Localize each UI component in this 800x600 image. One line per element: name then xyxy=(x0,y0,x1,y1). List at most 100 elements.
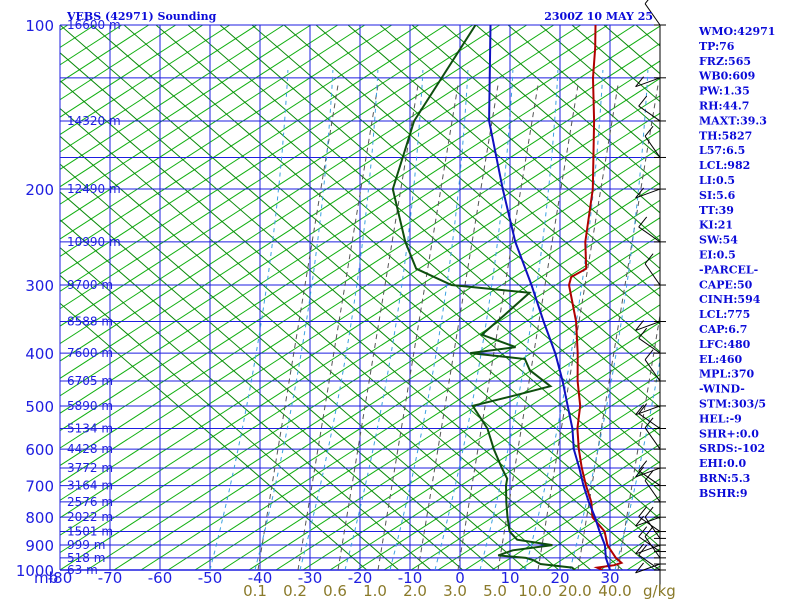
mixing-ratio-label: 0.6 xyxy=(323,582,347,600)
isotherm-line xyxy=(60,25,660,414)
isotherm-line xyxy=(60,77,660,467)
index-line: LI:0.5 xyxy=(699,174,735,187)
index-line: TH:5827 xyxy=(699,129,752,142)
isotherm-line xyxy=(60,130,660,519)
index-line: RH:44.7 xyxy=(699,100,749,113)
wind-barb xyxy=(644,536,661,559)
pressure-unit-label: mb xyxy=(34,569,58,587)
wind-barb-flag xyxy=(644,506,654,518)
height-label: 16600 m xyxy=(67,18,121,32)
wind-barb-flag xyxy=(644,417,654,429)
wind-barb xyxy=(644,3,661,26)
isotherm-line xyxy=(383,391,660,570)
height-label: 3772 m xyxy=(67,461,113,475)
wind-barb-flag xyxy=(638,526,648,537)
dry-adiabat-line xyxy=(60,219,464,570)
isotherm-line xyxy=(60,25,285,170)
isotherm-line xyxy=(86,199,660,570)
index-line: L57:6.5 xyxy=(699,144,745,157)
dry-adiabat-line xyxy=(219,25,660,409)
temperature-label: -30 xyxy=(298,569,323,587)
pressure-label: 600 xyxy=(25,441,54,459)
wind-barb-flag xyxy=(638,544,648,556)
dry-adiabat-line xyxy=(443,25,660,214)
height-label: 3164 m xyxy=(67,479,113,493)
dry-adiabat-line xyxy=(379,25,660,270)
index-line: BSHR:9 xyxy=(699,487,748,500)
wind-barb-flag xyxy=(644,125,654,137)
index-line: EHI:0.0 xyxy=(699,457,746,470)
wind-barb-flag xyxy=(638,460,648,471)
wind-barb xyxy=(638,536,661,552)
wind-barb xyxy=(635,321,661,331)
wind-barb-flag xyxy=(635,187,644,199)
mixing-ratio-label: 0.2 xyxy=(283,582,307,600)
wind-barb xyxy=(635,188,661,199)
wind-barb xyxy=(644,427,661,450)
isotherm-line xyxy=(60,147,660,536)
wind-barb xyxy=(638,105,661,122)
mixing-ratio-label: 0.1 xyxy=(243,582,267,600)
moist-adiabats xyxy=(209,69,660,570)
wind-barb-flag xyxy=(635,466,644,478)
index-line: SHR+:0.0 xyxy=(699,427,759,440)
isotherm-line xyxy=(60,25,447,275)
dry-adiabat-line xyxy=(60,107,592,570)
height-label: 2576 m xyxy=(67,495,113,509)
wind-barb-flag xyxy=(644,349,654,361)
isotherm-line xyxy=(60,95,660,484)
index-line: HEL:-9 xyxy=(699,412,742,425)
mixing-ratio-label: 2.0 xyxy=(403,582,427,600)
indices-panel: WMO:42971 TP:76 FRZ:565 WB0:609 PW:1.35 RH:44… xyxy=(698,25,775,500)
dry-adiabat-line xyxy=(123,25,660,492)
height-label: 12490 m xyxy=(67,182,121,196)
mixing-ratio-line xyxy=(537,84,619,570)
index-line: TT:39 xyxy=(699,204,734,217)
temperature-label: 30 xyxy=(600,569,619,587)
index-line: MPL:370 xyxy=(699,368,755,381)
isotherm-line xyxy=(0,25,14,570)
temperature-label: -10 xyxy=(398,569,423,587)
dry-adiabat-line xyxy=(315,25,660,325)
index-line: TP:76 xyxy=(699,40,735,53)
isotherm-line xyxy=(60,182,660,570)
index-line: SRDS:-102 xyxy=(699,442,765,455)
temperature-label: 20 xyxy=(550,569,569,587)
dry-adiabat-line xyxy=(539,25,660,131)
index-line: LCL:775 xyxy=(699,308,750,321)
temperature-label: -80 xyxy=(48,569,73,587)
temperature-label: 10 xyxy=(500,569,519,587)
index-line: -WIND- xyxy=(699,383,745,396)
dry-adiabat-line xyxy=(91,25,660,520)
wind-barb xyxy=(638,337,661,354)
dry-adiabat-line xyxy=(60,274,400,570)
isotherm-line xyxy=(437,426,660,570)
mixing-ratio-line xyxy=(377,84,459,570)
mixing-ratio-label: 20.0 xyxy=(558,582,591,600)
temperature-label: 0 xyxy=(455,569,465,587)
isotherm-line xyxy=(221,286,660,570)
index-line: STM:303/5 xyxy=(699,398,766,411)
dry-adiabat-line xyxy=(60,302,368,570)
index-line: BRN:5.3 xyxy=(699,472,750,485)
isotherm-line xyxy=(60,164,660,554)
mixing-ratio-lines xyxy=(257,84,660,570)
wind-barb xyxy=(635,467,661,478)
wind-barb-flag xyxy=(635,320,644,331)
height-label: 2022 m xyxy=(67,510,113,524)
mixing-ratio-label: 10.0 xyxy=(518,582,551,600)
mixing-ratio-line xyxy=(617,312,660,570)
isotherm-line xyxy=(60,25,204,118)
valid-time: 2300Z 10 MAY 25 xyxy=(544,10,653,23)
isotherm-line xyxy=(302,339,660,570)
isotherm-line xyxy=(275,321,660,570)
index-line: CAP:6.7 xyxy=(699,323,747,336)
height-label: 63 m xyxy=(67,563,98,577)
height-label: 5890 m xyxy=(67,399,113,413)
index-line: EL:460 xyxy=(699,353,742,366)
mixing-ratio-label: 5.0 xyxy=(483,582,507,600)
index-line: LFC:480 xyxy=(699,338,751,351)
dry-adiabat-line xyxy=(251,25,660,381)
isotherm-line xyxy=(410,408,660,570)
